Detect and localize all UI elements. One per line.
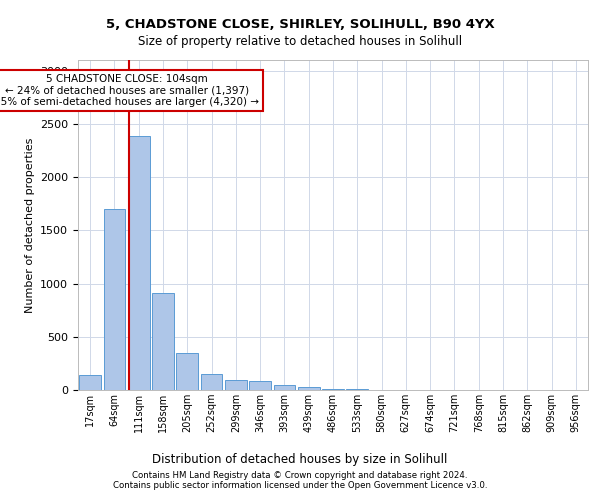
Bar	[176, 354, 198, 390]
Text: Distribution of detached houses by size in Solihull: Distribution of detached houses by size …	[152, 453, 448, 466]
Text: Contains HM Land Registry data © Crown copyright and database right 2024.: Contains HM Land Registry data © Crown c…	[132, 471, 468, 480]
Text: 5, CHADSTONE CLOSE, SHIRLEY, SOLIHULL, B90 4YX: 5, CHADSTONE CLOSE, SHIRLEY, SOLIHULL, B…	[106, 18, 494, 30]
Bar	[322, 389, 344, 390]
Bar	[274, 385, 295, 390]
Bar	[128, 136, 149, 390]
Bar	[225, 380, 247, 390]
Bar	[249, 382, 271, 390]
Text: Size of property relative to detached houses in Solihull: Size of property relative to detached ho…	[138, 35, 462, 48]
Bar	[79, 375, 101, 390]
Bar	[200, 374, 223, 390]
Bar	[152, 293, 174, 390]
Bar	[104, 209, 125, 390]
Y-axis label: Number of detached properties: Number of detached properties	[25, 138, 35, 312]
Bar	[298, 388, 320, 390]
Text: Contains public sector information licensed under the Open Government Licence v3: Contains public sector information licen…	[113, 481, 487, 490]
Text: 5 CHADSTONE CLOSE: 104sqm
← 24% of detached houses are smaller (1,397)
75% of se: 5 CHADSTONE CLOSE: 104sqm ← 24% of detac…	[0, 74, 259, 107]
